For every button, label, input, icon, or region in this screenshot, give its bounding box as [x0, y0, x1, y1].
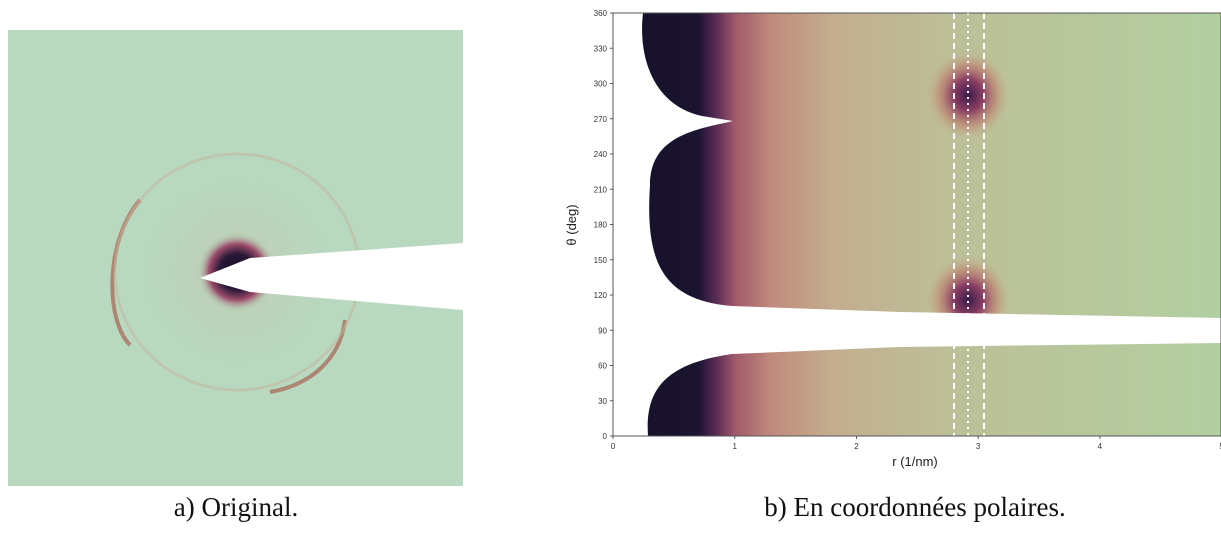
x-tick-label: 0 — [611, 442, 616, 451]
original-image — [8, 30, 463, 486]
y-tick-label: 330 — [594, 44, 608, 53]
x-tick-label: 4 — [1098, 442, 1103, 451]
y-tick-label: 0 — [603, 432, 608, 441]
y-tick-label: 90 — [598, 326, 607, 335]
x-tick-label: 1 — [732, 442, 737, 451]
y-axis-label: θ (deg) — [564, 204, 579, 245]
y-tick-label: 360 — [594, 9, 608, 18]
y-tick-label: 60 — [598, 362, 607, 371]
x-tick-label: 3 — [976, 442, 981, 451]
y-tick-label: 150 — [594, 256, 608, 265]
y-tick-label: 180 — [594, 221, 608, 230]
x-tick-label: 2 — [854, 442, 859, 451]
y-tick-label: 210 — [594, 185, 608, 194]
y-tick-label: 240 — [594, 150, 608, 159]
y-tick-label: 300 — [594, 80, 608, 89]
x-axis-label: r (1/nm) — [892, 454, 938, 469]
caption: a) Original. — [174, 492, 298, 522]
y-tick-label: 270 — [594, 115, 608, 124]
polar-image — [612, 12, 1221, 437]
y-tick-label: 120 — [594, 291, 608, 300]
caption: b) En coordonnées polaires. — [764, 492, 1065, 522]
y-tick-label: 30 — [598, 397, 607, 406]
x-tick-label: 5 — [1219, 442, 1221, 451]
